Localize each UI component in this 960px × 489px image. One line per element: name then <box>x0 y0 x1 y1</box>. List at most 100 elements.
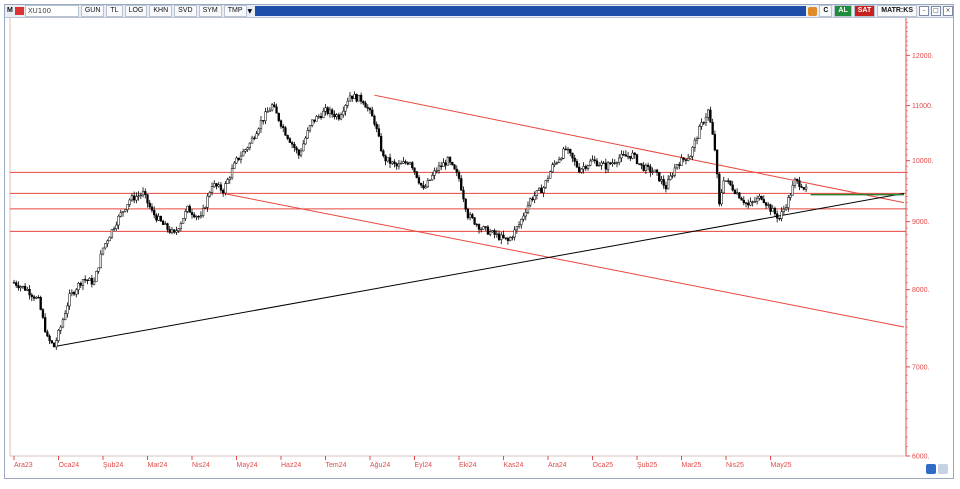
candle-body <box>500 234 503 240</box>
candle-body <box>758 195 761 199</box>
candle-body <box>480 228 483 231</box>
close-icon[interactable]: × <box>943 6 953 16</box>
candle-body <box>462 189 465 200</box>
candle-body <box>219 184 223 191</box>
title-bar <box>255 6 807 16</box>
candle-body <box>371 109 374 117</box>
candle-body <box>715 149 719 175</box>
x-tick-label: Kas24 <box>504 462 524 469</box>
minimize-icon[interactable]: – <box>919 6 929 16</box>
chart-window: M XU100 GUN TL LOG KHN SVD SYM TMP ▼ C A… <box>4 4 954 479</box>
candle-body <box>181 218 185 224</box>
candle-body <box>435 170 438 172</box>
currency-tl-button[interactable]: TL <box>106 5 123 17</box>
candle-body <box>422 184 425 189</box>
trendline <box>223 192 905 328</box>
candle-body <box>451 161 454 166</box>
candle-body <box>571 152 574 159</box>
candle-body <box>489 231 492 235</box>
candle-body <box>800 186 803 188</box>
candle-body <box>173 229 176 233</box>
x-tick-label: Mar24 <box>148 462 168 469</box>
candle-body <box>186 205 189 212</box>
sell-button[interactable]: SAT <box>853 5 876 17</box>
candle-body <box>48 335 51 341</box>
candle-body <box>28 289 31 296</box>
candle-body <box>126 204 129 210</box>
period-gun-button[interactable]: GUN <box>80 5 105 17</box>
candle-body <box>689 156 692 159</box>
candle-body <box>146 194 149 204</box>
c-button[interactable]: C <box>819 5 833 17</box>
sym-button[interactable]: SYM <box>198 5 222 17</box>
candle-body <box>193 214 196 218</box>
candle-body <box>444 162 447 166</box>
symbol-input[interactable]: XU100 <box>24 5 79 17</box>
candle-body <box>413 167 416 172</box>
candle-body <box>497 233 501 240</box>
candle-body <box>257 128 260 135</box>
candle-body <box>279 120 283 127</box>
gear-icon[interactable] <box>808 6 818 16</box>
resize-icon[interactable] <box>938 464 948 474</box>
candle-body <box>208 192 211 197</box>
candle-body <box>520 218 523 226</box>
candle-body <box>749 201 752 206</box>
candle-body <box>580 168 583 173</box>
settings-icon[interactable] <box>926 464 936 474</box>
candle-body <box>457 172 461 179</box>
menu-m-button[interactable]: M <box>7 7 13 14</box>
chevron-down-icon[interactable]: ▼ <box>247 7 253 15</box>
candle-body <box>751 201 754 203</box>
candle-body <box>515 226 519 231</box>
candle-body <box>804 186 808 190</box>
candle-body <box>764 202 768 206</box>
candle-body <box>780 211 783 219</box>
candle-body <box>638 163 641 165</box>
candle-body <box>673 167 676 176</box>
candle-body <box>517 224 521 227</box>
candle-body <box>44 317 47 333</box>
candle-body <box>72 291 76 295</box>
candle-body <box>108 236 111 242</box>
candle-body <box>137 195 140 197</box>
buy-button[interactable]: AL <box>834 5 852 17</box>
y-tick-label: 12000. <box>912 53 933 60</box>
candle-body <box>164 223 167 225</box>
candle-body <box>228 177 231 180</box>
candle-body <box>213 183 216 187</box>
trendline <box>53 192 905 348</box>
candle-body <box>729 180 732 186</box>
candle-body <box>282 126 285 128</box>
candle-body <box>491 230 494 233</box>
candle-body <box>509 237 512 241</box>
candle-body <box>796 178 799 181</box>
khn-button[interactable]: KHN <box>149 5 173 17</box>
candle-body <box>662 179 665 186</box>
candle-body <box>671 175 674 177</box>
maximize-icon[interactable]: □ <box>931 6 941 16</box>
log-scale-button[interactable]: LOG <box>124 5 148 17</box>
candle-body <box>364 102 367 108</box>
x-tick-label: Nis24 <box>192 462 210 469</box>
candle-body <box>277 112 280 121</box>
candle-body <box>722 180 725 194</box>
candle-body <box>302 143 305 152</box>
svd-button[interactable]: SVD <box>174 5 197 17</box>
candle-body <box>675 164 679 169</box>
candle-body <box>709 109 712 123</box>
candle-body <box>90 278 94 285</box>
tmp-button[interactable]: TMP <box>223 5 247 17</box>
candle-body <box>326 107 329 114</box>
candle-body <box>128 199 131 205</box>
candle-body <box>375 123 378 129</box>
candle-body <box>270 104 274 111</box>
candle-body <box>631 152 634 159</box>
candle-body <box>440 165 443 167</box>
candle-body <box>311 119 314 126</box>
candle-body <box>32 296 36 299</box>
candle-body <box>555 162 559 164</box>
candle-body <box>622 154 625 156</box>
symbol-icon[interactable] <box>14 7 24 15</box>
